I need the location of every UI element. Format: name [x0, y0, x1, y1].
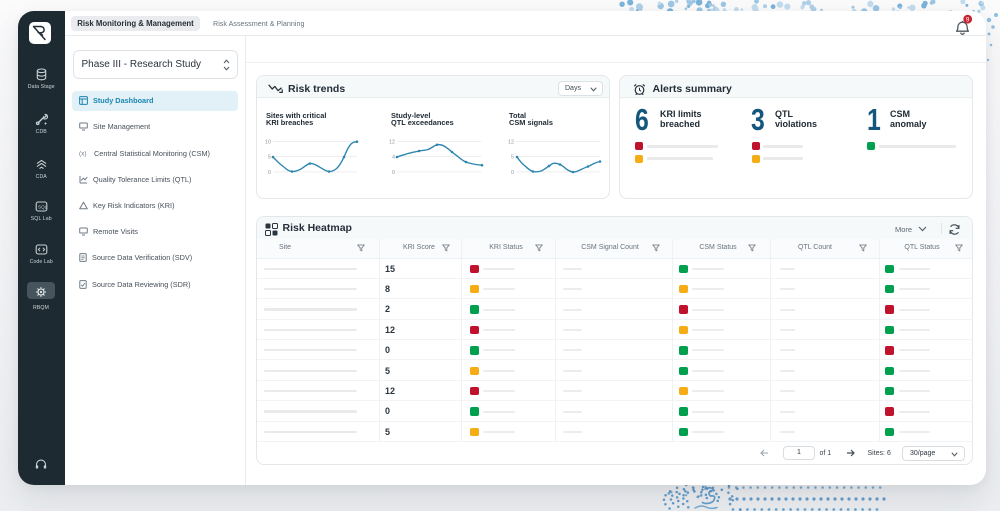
svg-text:9: 9 [966, 17, 970, 23]
svg-text:4: 4 [392, 155, 395, 161]
svg-text:5: 5 [511, 155, 514, 161]
svg-text:10: 10 [265, 140, 271, 146]
svg-text:12: 12 [508, 140, 514, 146]
svg-text:12: 12 [389, 140, 395, 146]
svg-text:SQL: SQL [38, 204, 48, 209]
svg-text:0: 0 [511, 170, 514, 176]
svg-text:5: 5 [268, 155, 271, 161]
svg-text:(x): (x) [79, 151, 87, 157]
svg-text:0: 0 [392, 170, 395, 176]
svg-text:0: 0 [268, 170, 271, 176]
